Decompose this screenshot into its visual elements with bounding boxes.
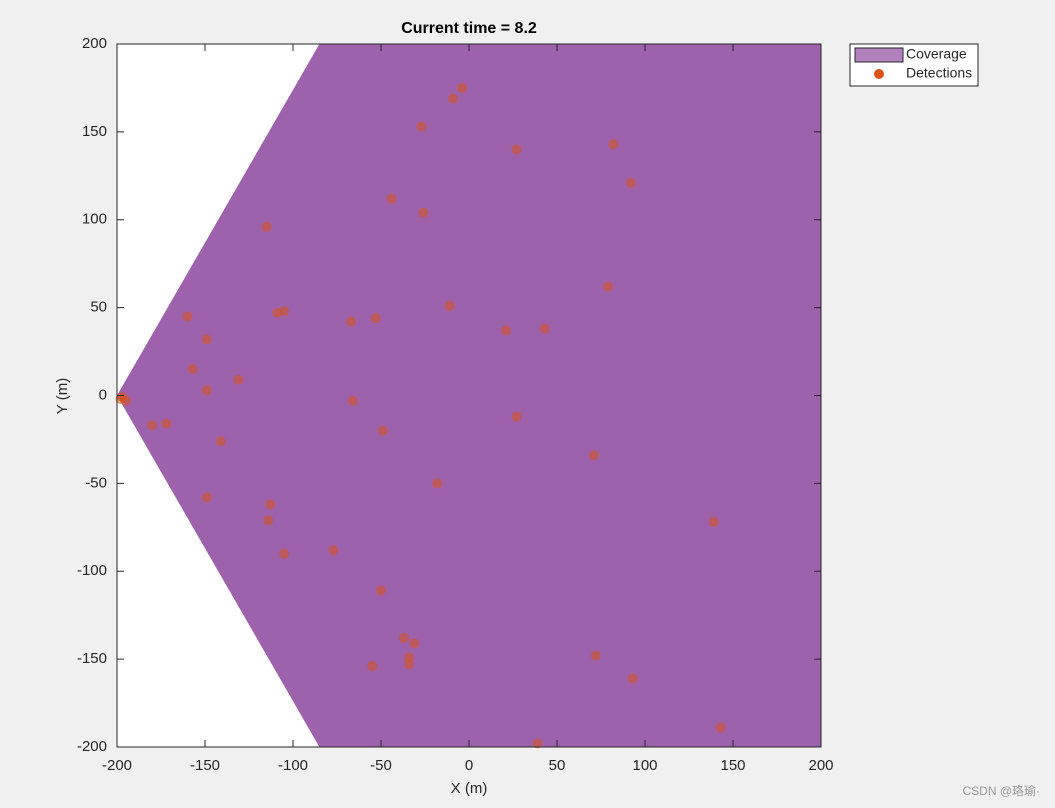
detection-point <box>272 307 283 318</box>
detection-point <box>328 545 339 556</box>
detection-point <box>404 659 415 670</box>
detection-point <box>233 374 244 385</box>
y-axis-label: Y (m) <box>54 378 71 414</box>
detection-point <box>346 316 357 327</box>
y-tick-label: 0 <box>99 386 107 403</box>
y-tick-label: 50 <box>90 299 107 316</box>
detection-point <box>147 420 158 431</box>
detection-point <box>448 93 459 104</box>
detection-point <box>182 311 193 322</box>
y-tick-label: -50 <box>85 474 107 491</box>
y-tick-label: 200 <box>82 35 107 52</box>
detection-point <box>715 722 726 733</box>
detection-point <box>398 633 409 644</box>
detection-point <box>404 652 415 663</box>
x-tick-label: -200 <box>102 757 132 774</box>
detection-point <box>625 177 636 188</box>
detection-point <box>511 411 522 422</box>
detection-point <box>386 193 397 204</box>
detection-point <box>376 585 386 596</box>
detection-point <box>416 121 427 132</box>
y-tick-label: -100 <box>77 562 107 579</box>
plot-layer <box>115 44 821 749</box>
detection-point <box>532 738 543 749</box>
x-tick-label: 0 <box>465 757 473 774</box>
x-tick-label: -50 <box>370 757 392 774</box>
detection-point <box>603 281 614 292</box>
legend-marker <box>874 69 884 79</box>
detection-point <box>261 221 272 232</box>
x-tick-label: 50 <box>549 757 566 774</box>
detection-point <box>201 492 212 503</box>
detection-point <box>347 395 358 406</box>
detection-point <box>409 638 420 649</box>
y-tick-label: -200 <box>77 738 107 755</box>
detection-point <box>627 673 638 684</box>
detection-point <box>187 364 198 375</box>
detection-point <box>265 499 276 510</box>
x-tick-label: 150 <box>720 757 745 774</box>
y-tick-label: 100 <box>82 211 107 228</box>
detection-point <box>201 385 212 396</box>
detection-point <box>377 425 388 436</box>
detection-point <box>367 661 378 672</box>
chart-title: Current time = 8.2 <box>401 20 537 37</box>
detection-point <box>201 334 212 345</box>
x-tick-label: -100 <box>278 757 308 774</box>
coverage-area <box>117 44 821 747</box>
detection-point <box>608 139 619 150</box>
detection-point <box>444 300 455 311</box>
detection-point <box>418 207 429 218</box>
detection-point <box>115 394 126 405</box>
detection-point <box>456 82 467 93</box>
x-tick-label: -150 <box>190 757 220 774</box>
detection-point <box>432 478 443 489</box>
detection-point <box>511 144 522 155</box>
detection-point <box>590 650 601 661</box>
detection-point <box>215 436 226 447</box>
detection-point <box>588 450 599 461</box>
x-axis-label: X (m) <box>451 780 488 797</box>
legend-swatch <box>854 47 904 63</box>
detection-point <box>279 548 290 559</box>
detection-point <box>500 325 511 336</box>
legend-label: Coverage <box>906 46 967 62</box>
legend-label: Detections <box>906 65 972 81</box>
detection-point <box>708 517 719 528</box>
x-tick-label: 100 <box>632 757 657 774</box>
detection-point <box>161 418 172 429</box>
watermark: CSDN @珞瑜· <box>962 783 1040 798</box>
detection-point <box>539 323 550 334</box>
y-tick-label: -150 <box>77 650 107 667</box>
x-tick-label: 200 <box>808 757 833 774</box>
detection-point <box>263 515 274 526</box>
y-tick-label: 150 <box>82 123 107 140</box>
detection-point <box>370 313 381 324</box>
